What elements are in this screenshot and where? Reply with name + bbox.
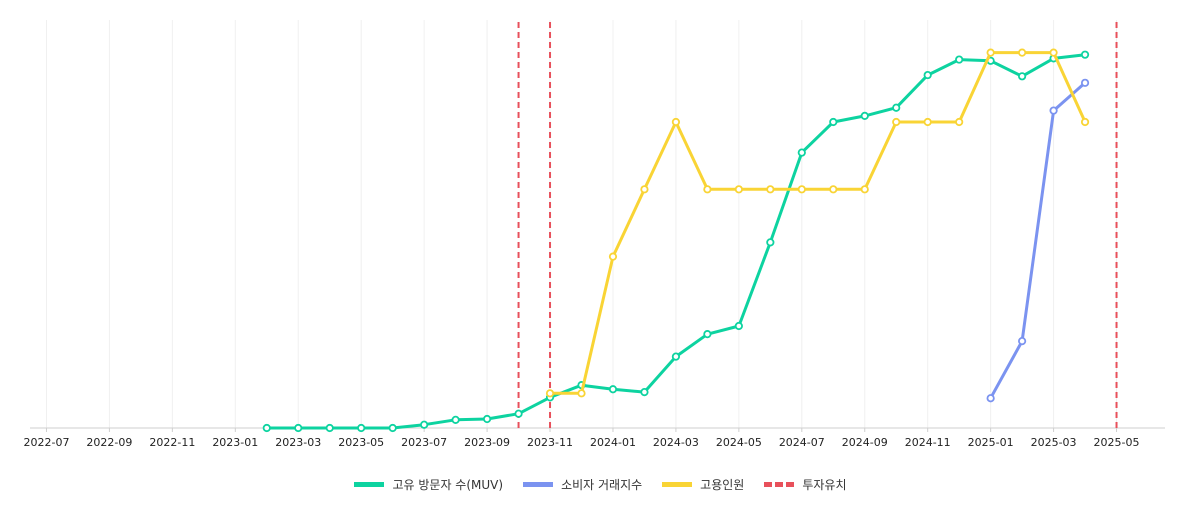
data-point <box>986 48 995 57</box>
data-point <box>514 409 523 418</box>
x-tick-label: 2023-07 <box>401 436 447 449</box>
data-point <box>923 117 932 127</box>
data-point <box>1080 50 1090 59</box>
x-tick-label: 2023-01 <box>212 436 258 449</box>
data-point <box>545 389 555 398</box>
data-point <box>860 185 869 194</box>
data-point <box>608 252 618 261</box>
legend-item-investment[interactable]: 투자유치 <box>764 476 847 493</box>
legend-label-employees: 고용인원 <box>700 478 745 492</box>
series-line <box>548 51 1087 395</box>
x-tick-label: 2024-03 <box>653 436 699 449</box>
data-point <box>955 55 964 64</box>
x-tick-label: 2025-01 <box>968 436 1014 449</box>
legend-swatch-muv <box>354 482 385 487</box>
data-point <box>325 423 334 433</box>
data-point <box>1018 48 1027 57</box>
x-tick-label: 2024-05 <box>716 436 762 449</box>
series-group <box>262 48 1090 433</box>
data-point <box>357 423 366 433</box>
data-point <box>892 117 901 127</box>
grid-lines <box>45 20 1118 428</box>
x-axis-ticks: 2022-07 2022-09 2022-11 2023-01 2023-03 2023-… <box>23 428 1140 449</box>
legend-swatch-transaction-index <box>523 482 554 487</box>
x-tick-label: 2022-07 <box>23 436 69 449</box>
data-point <box>451 415 460 424</box>
data-point <box>766 185 775 194</box>
data-point <box>608 385 618 394</box>
data-point <box>829 185 838 194</box>
x-tick-label: 2024-01 <box>590 436 636 449</box>
x-tick-label: 2022-09 <box>86 436 132 449</box>
series-2 <box>545 48 1090 398</box>
data-point <box>1018 72 1027 81</box>
x-tick-label: 2025-05 <box>1094 436 1140 449</box>
legend-item-muv[interactable]: 고유 방문자 수(MUV) <box>354 476 503 493</box>
x-tick-label: 2023-05 <box>338 436 384 449</box>
legend-label-investment: 투자유치 <box>802 478 847 492</box>
data-point <box>294 423 303 433</box>
series-line <box>989 81 1087 400</box>
data-point <box>1049 48 1058 57</box>
series-1 <box>986 78 1090 403</box>
data-point <box>671 352 681 361</box>
legend-swatch-investment <box>764 482 795 487</box>
data-point <box>797 185 806 194</box>
data-point <box>1049 106 1058 115</box>
data-point <box>955 117 964 127</box>
data-point <box>829 117 838 127</box>
x-tick-label: 2023-11 <box>527 436 573 449</box>
x-tick-label: 2024-11 <box>905 436 951 449</box>
data-point <box>734 185 743 194</box>
line-chart: 2022-07 2022-09 2022-11 2023-01 2023-03 2023-… <box>23 20 1165 449</box>
data-point <box>892 103 901 112</box>
x-tick-label: 2024-09 <box>842 436 888 449</box>
x-tick-label: 2023-03 <box>275 436 321 449</box>
data-point <box>640 185 649 194</box>
data-point <box>766 238 775 247</box>
data-point <box>1018 336 1027 346</box>
data-point <box>923 70 932 80</box>
legend-item-employees[interactable]: 고용인원 <box>662 476 744 493</box>
data-point <box>640 387 649 397</box>
x-tick-label: 2025-03 <box>1031 436 1077 449</box>
data-point <box>734 321 743 331</box>
legend-item-transaction-index[interactable]: 소비자 거래지수 <box>523 476 642 493</box>
data-point <box>388 423 397 433</box>
data-point <box>703 185 712 194</box>
data-point <box>577 389 586 398</box>
x-tick-label: 2023-09 <box>464 436 510 449</box>
x-tick-label: 2024-07 <box>779 436 825 449</box>
series-0 <box>262 50 1090 433</box>
data-point <box>860 111 869 120</box>
investment-markers <box>517 22 1118 428</box>
data-point <box>703 330 712 339</box>
data-point <box>262 423 271 433</box>
legend: 고유 방문자 수(MUV) 소비자 거래지수 고용인원 투자유치 <box>0 476 1201 493</box>
legend-label-transaction-index: 소비자 거래지수 <box>561 478 643 492</box>
legend-swatch-employees <box>662 482 693 487</box>
data-point <box>671 117 681 127</box>
data-point <box>1080 117 1090 127</box>
data-point <box>1080 78 1090 87</box>
data-point <box>986 394 995 403</box>
data-point <box>420 420 429 429</box>
data-point <box>482 414 492 424</box>
legend-label-muv: 고유 방문자 수(MUV) <box>392 478 504 492</box>
x-tick-label: 2022-11 <box>149 436 195 449</box>
data-point <box>797 148 806 157</box>
